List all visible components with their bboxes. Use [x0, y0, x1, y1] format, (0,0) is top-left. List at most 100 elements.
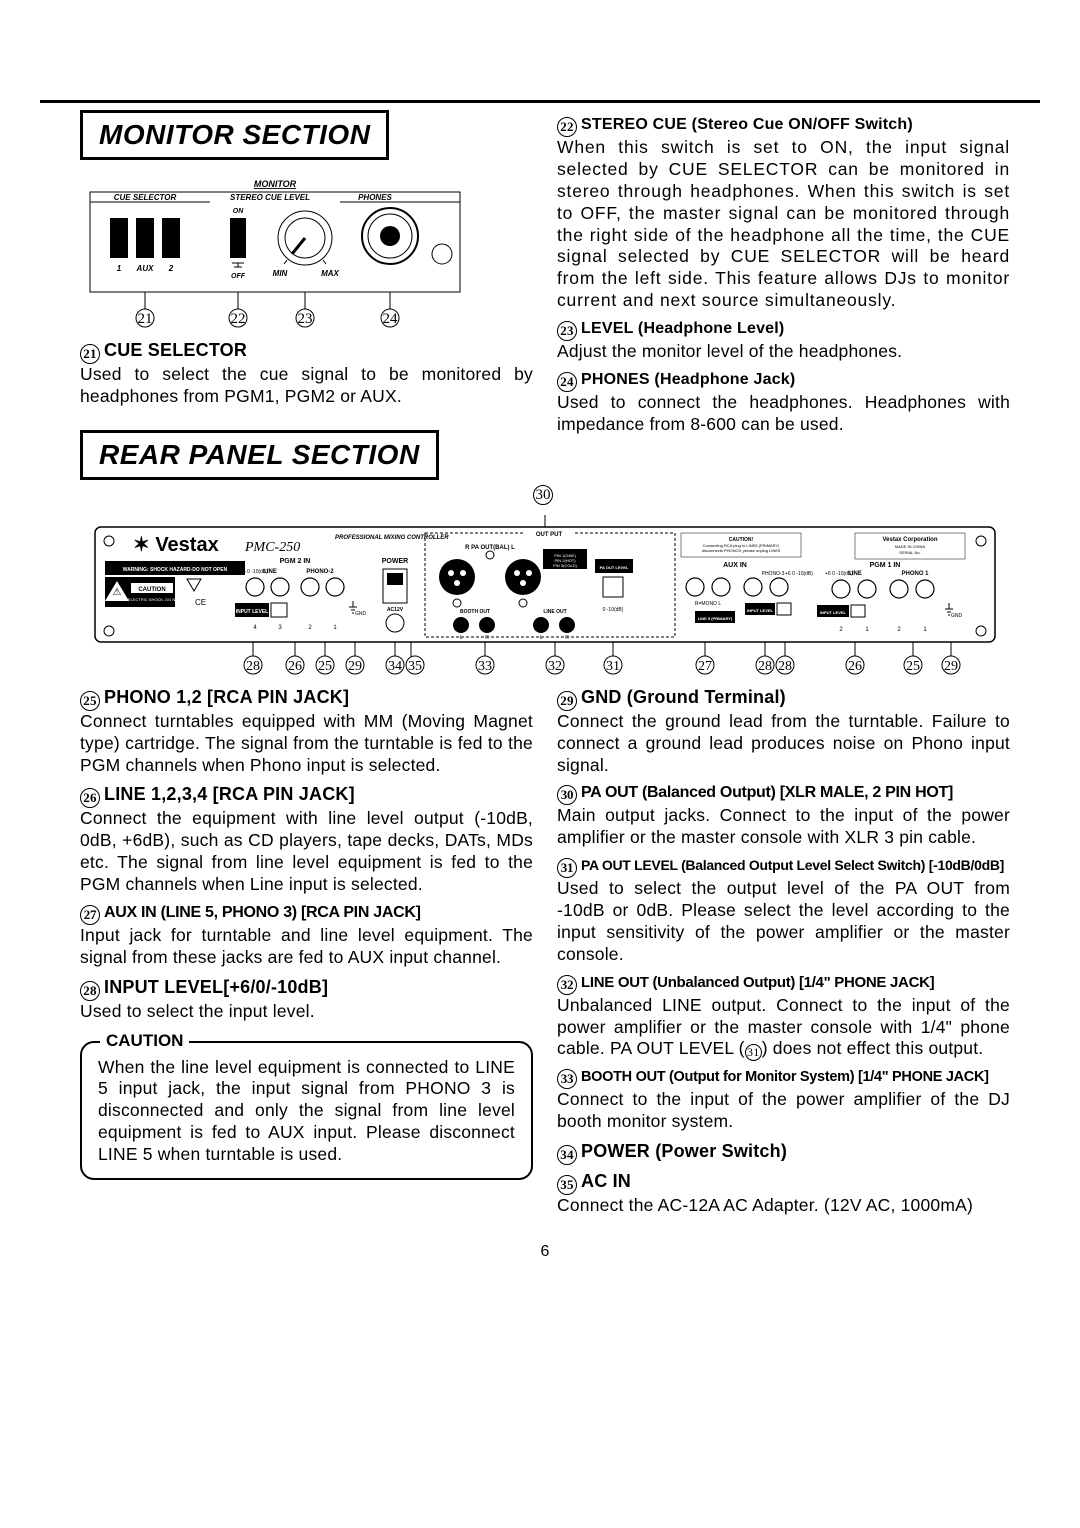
subtitle: PROFESSIONAL MIXING CONTROLLER	[335, 535, 449, 541]
caution-body: When the line level equipment is connect…	[98, 1057, 515, 1166]
item-24-body: Used to connect the headphones. Headphon…	[557, 392, 1010, 436]
svg-text:23: 23	[298, 311, 313, 327]
svg-text:PHONO 1: PHONO 1	[901, 571, 929, 577]
top-rule	[40, 100, 1040, 103]
circled-32: 32	[557, 975, 577, 995]
svg-text:+6 0 -10(dB): +6 0 -10(dB)	[240, 569, 268, 575]
col-right-rear: 29GND (Ground Terminal) Connect the grou…	[557, 681, 1010, 1225]
item-29-head: 29GND (Ground Terminal)	[557, 687, 1010, 711]
svg-text:OFF: OFF	[231, 273, 246, 280]
item-30-head: 30PA OUT (Balanced Output) [XLR MALE, 2 …	[557, 784, 1010, 805]
item-34-title: POWER (Power Switch)	[581, 1141, 787, 1161]
label-stereo-cue-level: STEREO CUE LEVEL	[230, 193, 310, 202]
svg-text:MIN: MIN	[273, 269, 288, 278]
svg-text:22: 22	[231, 311, 246, 327]
circled-24: 24	[557, 372, 577, 392]
item-29-body: Connect the ground lead from the turntab…	[557, 711, 1010, 777]
item-30-title: PA OUT (Balanced Output) [XLR MALE, 2 PI…	[581, 784, 953, 801]
item-35-title: AC IN	[581, 1171, 631, 1191]
svg-text:1: 1	[117, 264, 122, 273]
circled-31: 31	[557, 858, 577, 878]
svg-text:28: 28	[778, 659, 792, 674]
item-33-body: Connect to the input of the power amplif…	[557, 1089, 1010, 1133]
model-text: PMC-250	[244, 540, 300, 555]
svg-text:LINE 5 (PRIMARY): LINE 5 (PRIMARY)	[698, 616, 733, 621]
caution-label: CAUTION	[100, 1031, 189, 1051]
circled-30-top: 30	[533, 485, 553, 505]
circled-22: 22	[557, 117, 577, 137]
svg-text:35: 35	[408, 659, 422, 674]
svg-text:28: 28	[246, 659, 260, 674]
item-27-head: 27AUX IN (LINE 5, PHONO 3) [RCA PIN JACK…	[80, 904, 533, 925]
circled-29: 29	[557, 691, 577, 711]
svg-text:29: 29	[348, 659, 362, 674]
svg-text:GND: GND	[951, 613, 963, 619]
item-31-body: Used to select the output level of the P…	[557, 878, 1010, 966]
row-monitor: MONITOR SECTION MONITOR CUE SELECTOR STE…	[80, 110, 1010, 490]
item-29-title: GND (Ground Terminal)	[581, 687, 786, 707]
svg-text:R: R	[485, 635, 489, 641]
circled-34: 34	[557, 1145, 577, 1165]
svg-text:26: 26	[288, 659, 302, 674]
svg-text:L: L	[540, 635, 543, 641]
svg-text:POWER: POWER	[382, 558, 408, 565]
svg-text:LINE OUT: LINE OUT	[543, 609, 566, 615]
page-number: 6	[80, 1243, 1010, 1261]
svg-text:CAUTION: CAUTION	[138, 587, 165, 593]
svg-text:R=MONO L: R=MONO L	[695, 601, 721, 607]
svg-text:OUT PUT: OUT PUT	[536, 532, 563, 538]
item-22-title: STEREO CUE (Stereo Cue ON/OFF Switch)	[581, 116, 913, 133]
svg-text:PA OUT LEVEL: PA OUT LEVEL	[600, 565, 629, 570]
item-33-title: BOOTH OUT (Output for Monitor System) [1…	[581, 1069, 989, 1085]
item-31-head: 31PA OUT LEVEL (Balanced Output Level Se…	[557, 857, 1010, 878]
circled-25: 25	[80, 691, 100, 711]
row-rear-items: 25PHONO 1,2 [RCA PIN JACK] Connect turnt…	[80, 681, 1010, 1225]
item-23-head: 23LEVEL (Headphone Level)	[557, 320, 1010, 341]
svg-text:PGM 1 IN: PGM 1 IN	[870, 562, 901, 569]
item-23-title: LEVEL (Headphone Level)	[581, 320, 784, 337]
svg-text:0 -10(dB): 0 -10(dB)	[603, 607, 624, 613]
label-phones: PHONES	[358, 193, 392, 202]
circled-30: 30	[557, 785, 577, 805]
item-26-head: 26LINE 1,2,3,4 [RCA PIN JACK]	[80, 784, 533, 808]
item-21-title: CUE SELECTOR	[104, 340, 247, 360]
svg-text:PHONO-3: PHONO-3	[762, 571, 785, 577]
item-22-head: 22STEREO CUE (Stereo Cue ON/OFF Switch)	[557, 116, 1010, 137]
svg-text:PHONO-2: PHONO-2	[306, 569, 334, 575]
svg-text:+6 0 -10(dB): +6 0 -10(dB)	[825, 571, 853, 577]
svg-text:24: 24	[383, 311, 399, 327]
rear-diagram: ✶ Vestax PMC-250 PROFESSIONAL MIXING CON…	[80, 515, 1010, 675]
svg-text:PGM 2 IN: PGM 2 IN	[280, 558, 311, 565]
item-28-head: 28INPUT LEVEL[+6/0/-10dB]	[80, 977, 533, 1001]
label-cue-selector: CUE SELECTOR	[114, 193, 177, 202]
svg-text:25: 25	[906, 659, 920, 674]
brand-logo: ✶ Vestax	[133, 534, 219, 556]
svg-text:GND: GND	[355, 611, 367, 617]
item-27-title: AUX IN (LINE 5, PHONO 3) [RCA PIN JACK]	[104, 904, 421, 921]
svg-text:ON: ON	[233, 208, 244, 215]
svg-text:AUX IN: AUX IN	[723, 562, 747, 569]
col-right-monitor: 22STEREO CUE (Stereo Cue ON/OFF Switch) …	[557, 110, 1010, 490]
svg-text:RISK OF ELECTRIC SHOCK. DO NOT: RISK OF ELECTRIC SHOCK. DO NOT OPEN	[111, 597, 193, 602]
svg-text:31: 31	[606, 659, 620, 674]
svg-text:L: L	[460, 635, 463, 641]
item-23-body: Adjust the monitor level of the headphon…	[557, 341, 1010, 363]
svg-text:INPUT LEVEL: INPUT LEVEL	[747, 608, 774, 613]
svg-text:disconnects PHONO3; please unp: disconnects PHONO3; please unplug LINE5	[702, 548, 781, 553]
item-31-title: PA OUT LEVEL (Balanced Output Level Sele…	[581, 857, 1004, 873]
item-34-head: 34POWER (Power Switch)	[557, 1141, 1010, 1165]
item-28-title: INPUT LEVEL[+6/0/-10dB]	[104, 977, 328, 997]
item-35-head: 35AC IN	[557, 1171, 1010, 1195]
circled-23: 23	[557, 321, 577, 341]
item-32-body: Unbalanced LINE output. Connect to the i…	[557, 995, 1010, 1062]
svg-text:AC12V: AC12V	[387, 607, 404, 613]
svg-text:25: 25	[318, 659, 332, 674]
item-33-head: 33BOOTH OUT (Output for Monitor System) …	[557, 1069, 1010, 1089]
page: MONITOR SECTION MONITOR CUE SELECTOR STE…	[80, 110, 1010, 1261]
svg-text:WARNING: SHOCK HAZARD-DO NOT O: WARNING: SHOCK HAZARD-DO NOT OPEN	[123, 567, 228, 573]
svg-text:INPUT LEVEL: INPUT LEVEL	[236, 609, 269, 615]
item-25-title: PHONO 1,2 [RCA PIN JACK]	[104, 687, 349, 707]
circled-26: 26	[80, 788, 100, 808]
svg-text:34: 34	[388, 659, 402, 674]
svg-text:26: 26	[848, 659, 862, 674]
